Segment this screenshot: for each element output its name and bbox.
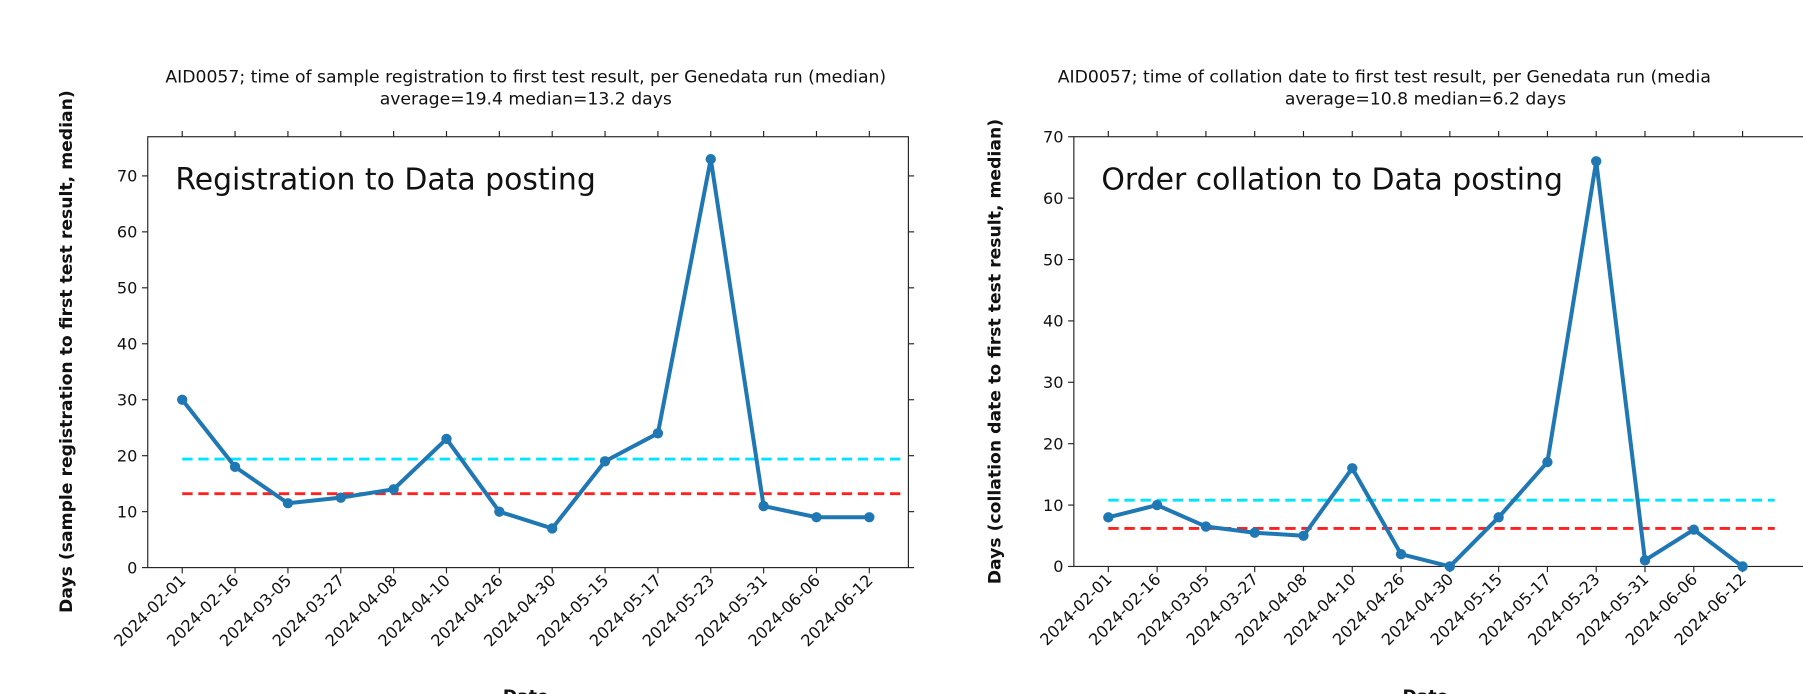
y-tick-label: 50 bbox=[117, 279, 137, 298]
data-point bbox=[1249, 527, 1260, 538]
data-point bbox=[388, 484, 399, 495]
data-point bbox=[441, 433, 452, 445]
chart-title: AID0057; time of sample registration to … bbox=[165, 68, 886, 88]
plot-frame bbox=[147, 136, 909, 569]
data-point bbox=[335, 492, 346, 503]
data-point bbox=[494, 506, 505, 517]
data-point bbox=[229, 461, 241, 473]
y-axis-label: Days (sample registration to first test … bbox=[57, 90, 77, 613]
data-point bbox=[1444, 561, 1456, 572]
data-point bbox=[705, 153, 716, 165]
chart-subtitle: average=19.4 median=13.2 days bbox=[380, 90, 672, 110]
x-axis-label: Date bbox=[503, 687, 549, 694]
x-axis-label: Date bbox=[1403, 687, 1449, 694]
data-line bbox=[180, 157, 870, 531]
y-tick-label: 70 bbox=[1043, 127, 1063, 146]
data-point bbox=[282, 498, 294, 509]
y-tick-label: 70 bbox=[117, 167, 137, 186]
y-axis-label: Days (collation date to first test resul… bbox=[985, 119, 1005, 584]
data-point bbox=[1737, 561, 1748, 572]
data-point bbox=[1103, 512, 1114, 523]
y-tick-label: 20 bbox=[117, 446, 137, 465]
data-point bbox=[1591, 156, 1602, 167]
chart-title: AID0057; time of collation date to first… bbox=[1058, 68, 1711, 88]
annotation: Registration to Data posting bbox=[175, 163, 595, 198]
data-point bbox=[652, 428, 664, 439]
y-tick-label: 0 bbox=[1053, 557, 1063, 576]
y-tick-label: 0 bbox=[127, 558, 137, 577]
y-tick-label: 60 bbox=[1043, 189, 1063, 208]
data-point bbox=[1688, 524, 1699, 535]
y-tick-label: 30 bbox=[117, 390, 137, 409]
data-point bbox=[1493, 512, 1504, 523]
y-tick-label: 60 bbox=[117, 223, 137, 242]
data-point bbox=[1298, 530, 1309, 541]
data-point bbox=[864, 512, 875, 523]
y-tick-label: 10 bbox=[1043, 496, 1063, 515]
annotation: Order collation to Data posting bbox=[1101, 163, 1563, 198]
data-point bbox=[177, 394, 188, 405]
data-point bbox=[599, 456, 611, 467]
plot-frame bbox=[1073, 136, 1803, 568]
data-point bbox=[811, 512, 822, 523]
y-tick-label: 30 bbox=[1043, 373, 1063, 392]
y-tick-label: 50 bbox=[1043, 250, 1063, 269]
data-line bbox=[1107, 159, 1744, 569]
data-point bbox=[1395, 549, 1407, 560]
y-tick-label: 20 bbox=[1043, 434, 1063, 453]
data-point bbox=[1347, 463, 1358, 474]
y-tick-label: 40 bbox=[117, 335, 137, 354]
data-point bbox=[547, 523, 558, 534]
data-point bbox=[758, 500, 769, 512]
data-point bbox=[1200, 521, 1212, 532]
data-point bbox=[1542, 456, 1553, 468]
y-tick-label: 10 bbox=[117, 502, 137, 521]
data-point bbox=[1639, 555, 1651, 566]
chart-subtitle: average=10.8 median=6.2 days bbox=[1285, 90, 1566, 110]
data-point bbox=[1151, 499, 1163, 511]
y-tick-label: 40 bbox=[1043, 312, 1063, 331]
